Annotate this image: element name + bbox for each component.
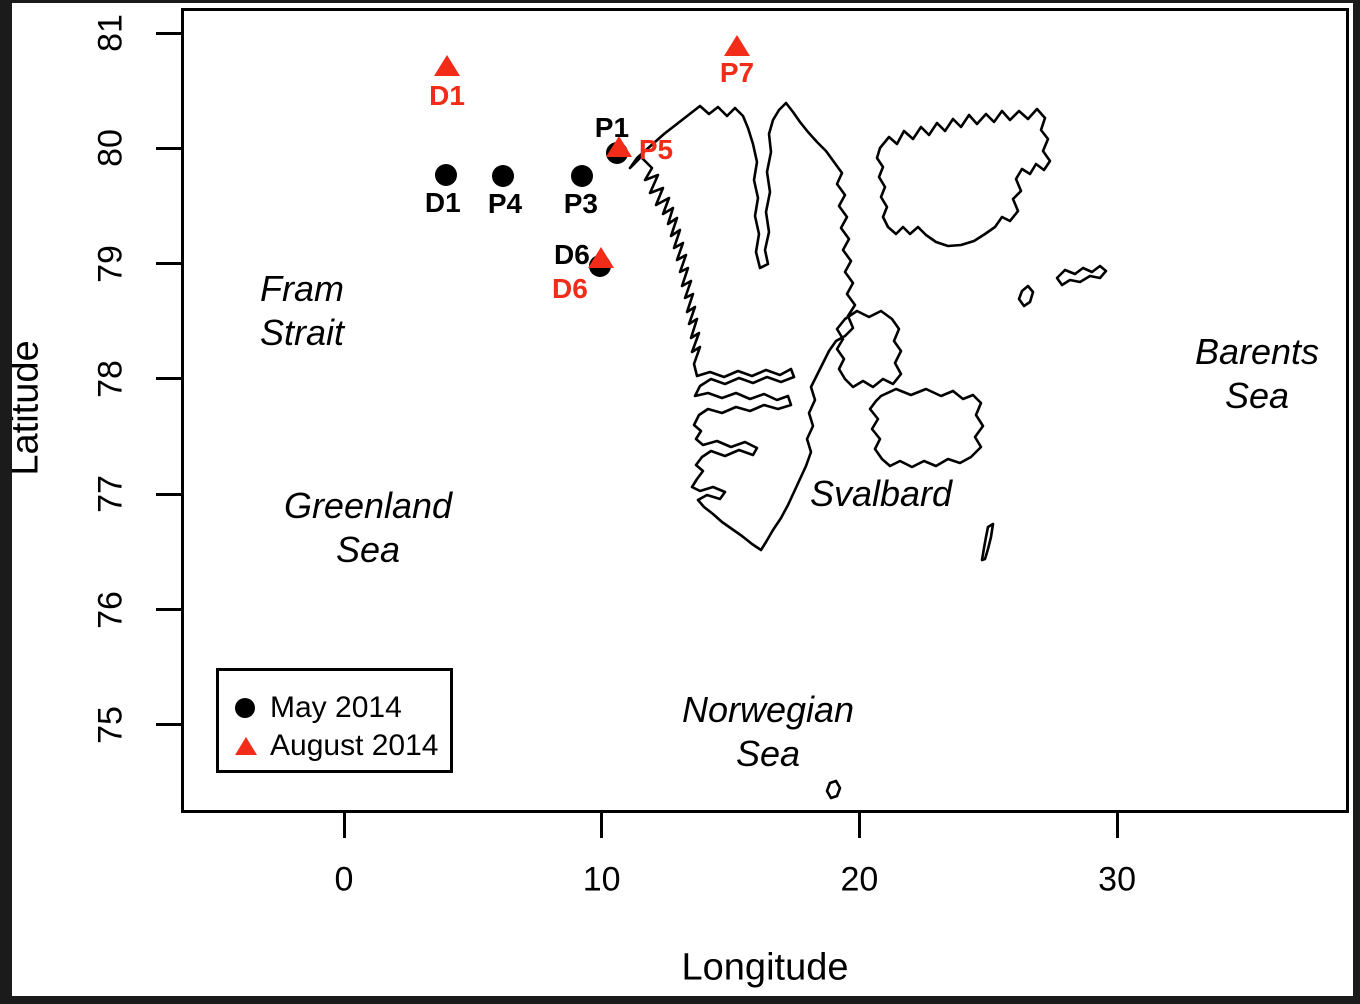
station-label: P5 [638, 134, 674, 166]
sea-label: Norwegian Sea [681, 689, 855, 774]
x-axis-tick-label: 20 [840, 860, 879, 899]
station-marker-triangle [605, 136, 632, 158]
coastline-nordaustlandet [875, 107, 1052, 248]
y-axis-tick [156, 492, 181, 496]
station-label: P1 [594, 111, 630, 143]
x-axis-tick [1115, 813, 1119, 838]
figure-frame-left [0, 0, 12, 1004]
figure-frame-top [0, 0, 1360, 3]
x-axis-tick-label: 30 [1098, 860, 1137, 899]
coastline-barentsoya [835, 309, 903, 389]
filled-circle-icon [235, 698, 255, 718]
station-label: P7 [719, 56, 755, 88]
filled-triangle-icon [235, 737, 257, 755]
y-axis-tick [156, 31, 181, 35]
legend-item-august-2014: August 2014 [235, 729, 438, 763]
station-marker-circle [492, 164, 514, 187]
station-label: P3 [563, 187, 598, 219]
y-axis-tick [156, 723, 181, 727]
coastline-storoya [1017, 284, 1035, 308]
station-marker-circle [434, 163, 457, 186]
station-label: D1 [424, 186, 461, 218]
station-label: D6 [553, 238, 590, 270]
sea-label: Barents Sea [1194, 331, 1320, 416]
sea-label: Greenland Sea [283, 485, 453, 570]
coastline-bjornoya [825, 779, 842, 800]
coastline-kvitoya [1055, 264, 1108, 287]
legend-item-may-2014: May 2014 [235, 691, 402, 725]
figure-frame-bottom [0, 996, 1360, 1004]
sea-label: Fram Strait [259, 268, 345, 353]
y-axis-tick [156, 608, 181, 611]
x-axis-tick-label: 10 [582, 860, 621, 899]
x-axis-tick [857, 813, 861, 838]
sea-label: Svalbard [809, 473, 953, 515]
x-axis-tick [600, 813, 604, 838]
x-axis-title: Longitude [681, 946, 849, 989]
coastline-hopen [980, 522, 995, 562]
station-marker-triangle [434, 55, 461, 77]
station-marker-triangle [723, 34, 750, 56]
legend-label: August 2014 [270, 729, 439, 762]
station-label: D1 [429, 80, 465, 112]
figure-frame-right [1353, 0, 1360, 1004]
coastline-spitsbergen [628, 101, 857, 552]
plot-border-box [181, 8, 1349, 813]
station-marker-triangle [587, 246, 614, 268]
x-axis-tick-label: 0 [334, 860, 354, 899]
legend: May 2014 August 2014 [216, 668, 453, 773]
coastline-edgeoya [868, 387, 985, 469]
y-axis-tick [156, 377, 181, 381]
x-axis-tick [342, 813, 346, 838]
station-label: P4 [487, 187, 523, 219]
station-label: D6 [552, 272, 588, 304]
station-marker-circle [570, 164, 593, 187]
legend-label: May 2014 [270, 691, 402, 724]
y-axis-tick [156, 262, 181, 266]
y-axis-tick [156, 146, 181, 150]
